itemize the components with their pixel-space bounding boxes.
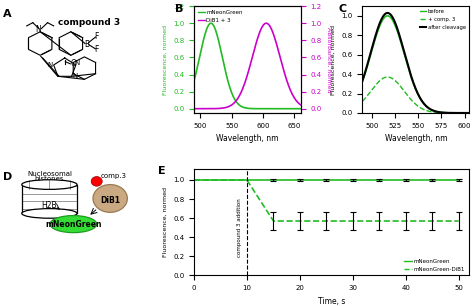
Text: O: O bbox=[71, 59, 77, 68]
Text: N: N bbox=[73, 73, 78, 79]
Ellipse shape bbox=[22, 180, 77, 189]
Ellipse shape bbox=[50, 215, 97, 233]
Legend: before, + comp. 3, after cleavage: before, + comp. 3, after cleavage bbox=[419, 9, 466, 30]
Circle shape bbox=[91, 177, 102, 186]
Legend: mNeonGreen, DiB1 + 3: mNeonGreen, DiB1 + 3 bbox=[197, 9, 244, 24]
Text: comp.3: comp.3 bbox=[101, 173, 127, 179]
Y-axis label: Fluorescence, normed: Fluorescence, normed bbox=[331, 24, 336, 95]
X-axis label: Wavelength, nm: Wavelength, nm bbox=[384, 134, 447, 143]
Text: Nucleosomal: Nucleosomal bbox=[27, 171, 72, 177]
Text: N: N bbox=[47, 62, 53, 68]
Text: mNeonGreen: mNeonGreen bbox=[45, 220, 101, 229]
Text: B: B bbox=[175, 4, 183, 14]
Ellipse shape bbox=[93, 185, 128, 212]
Y-axis label: Fluorescence, normed: Fluorescence, normed bbox=[163, 187, 167, 257]
Text: B: B bbox=[84, 40, 90, 49]
Text: histones: histones bbox=[35, 176, 64, 182]
Text: N: N bbox=[74, 60, 80, 66]
Ellipse shape bbox=[22, 209, 77, 218]
Text: compound 3: compound 3 bbox=[58, 18, 120, 27]
Text: H2B: H2B bbox=[41, 201, 56, 211]
Y-axis label: Absorbance, normed: Absorbance, normed bbox=[327, 27, 331, 92]
Text: N: N bbox=[36, 24, 41, 34]
Text: DiB1: DiB1 bbox=[100, 196, 120, 205]
Legend: mNeonGreen, mNeonGreen-DiB1: mNeonGreen, mNeonGreen-DiB1 bbox=[403, 258, 466, 273]
Text: A: A bbox=[3, 9, 12, 19]
Text: F: F bbox=[94, 45, 98, 54]
Text: D: D bbox=[3, 172, 13, 182]
X-axis label: Time, s: Time, s bbox=[318, 297, 345, 306]
X-axis label: Wavelength, nm: Wavelength, nm bbox=[216, 134, 279, 143]
Text: compound 3 addition: compound 3 addition bbox=[237, 198, 242, 257]
Text: C: C bbox=[339, 4, 347, 14]
Y-axis label: Fluorescence, normed: Fluorescence, normed bbox=[163, 24, 167, 95]
Text: F: F bbox=[94, 32, 98, 41]
Text: E: E bbox=[158, 166, 166, 176]
